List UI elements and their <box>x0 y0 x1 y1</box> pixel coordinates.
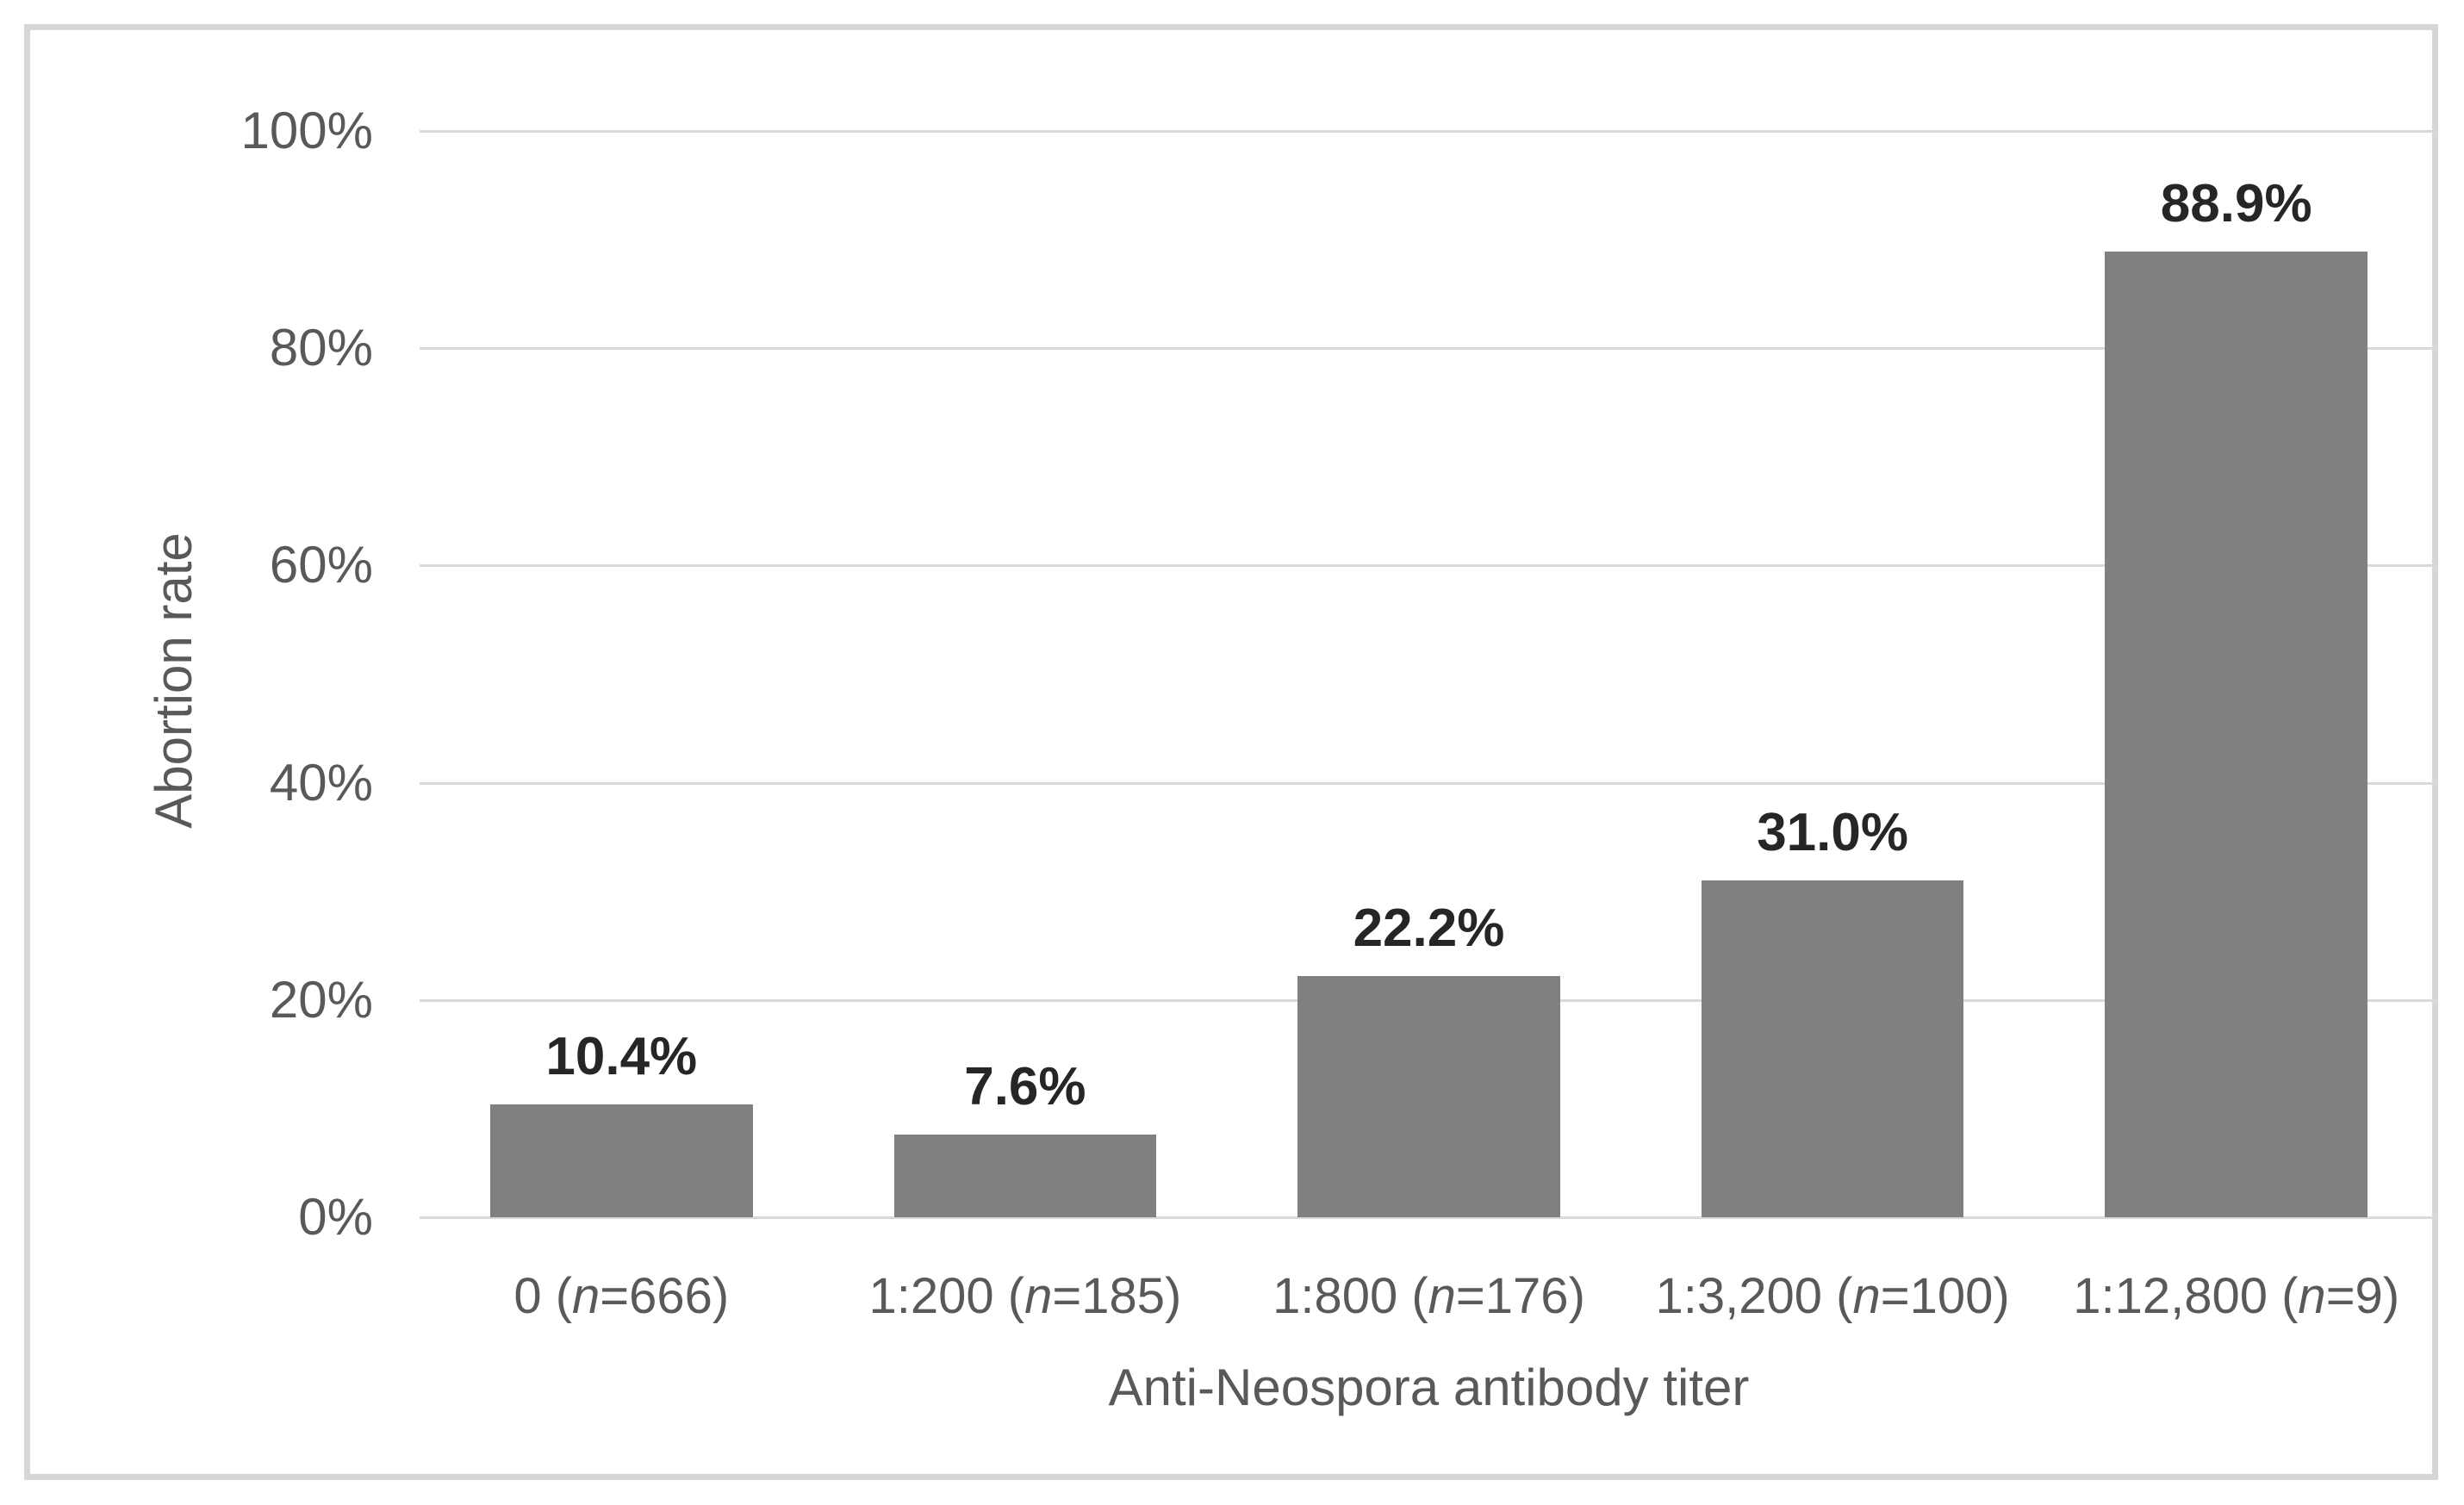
gridline <box>420 347 2438 351</box>
x-axis-ticks: 0 (n=666) 1:200 (n=185) 1:800 (n=176) 1:3,2… <box>420 1264 2438 1333</box>
italic-n: n <box>572 1268 600 1324</box>
bar <box>1297 976 1560 1217</box>
x-tick-label: 1:800 (n=176) <box>1272 1268 1585 1324</box>
bar-value-label: 7.6% <box>964 1057 1086 1117</box>
plot-area: 10.4% 7.6% 22.2% 31.0% 88.9% <box>420 130 2438 1219</box>
bar <box>893 1135 1157 1217</box>
chart-frame: Abortion rate 0% 20% 40% 60% 80% 100% 10.4% 7.… <box>24 24 2438 1480</box>
category-slot: 31.0% <box>1631 131 2035 1217</box>
italic-n: n <box>2298 1268 2326 1324</box>
y-tick-label: 80% <box>269 319 373 377</box>
y-tick-label: 0% <box>298 1188 373 1246</box>
x-axis-baseline <box>420 1216 2438 1219</box>
italic-n: n <box>1428 1268 1456 1324</box>
bar-value-label: 22.2% <box>1353 899 1505 959</box>
x-tick-label: 1:3,200 (n=100) <box>1655 1268 2010 1324</box>
italic-n: n <box>1024 1268 1053 1324</box>
x-tick-label: 0 (n=666) <box>513 1268 730 1324</box>
category-slot: 10.4% <box>420 131 824 1217</box>
bar <box>490 1104 753 1217</box>
bar <box>1701 880 1964 1217</box>
bar-value-label: 31.0% <box>1757 803 1908 863</box>
y-tick-label: 40% <box>269 753 373 812</box>
x-axis-title: Anti-Neospora antibody titer <box>1108 1359 1750 1416</box>
y-axis-ticks: 0% 20% 40% 60% 80% 100% <box>30 103 373 1245</box>
category-slot: 22.2% <box>1227 131 1631 1217</box>
category-slot: 88.9% <box>2034 131 2438 1217</box>
bar-value-label: 88.9% <box>2160 173 2312 233</box>
x-tick-label: 1:200 (n=185) <box>868 1268 1182 1324</box>
italic-n: n <box>1852 1268 1881 1324</box>
y-tick-label: 100% <box>240 102 373 159</box>
gridline <box>420 130 2438 133</box>
y-tick-label: 20% <box>269 970 373 1029</box>
gridline <box>420 781 2438 785</box>
y-tick-label: 60% <box>269 536 373 594</box>
gridline <box>420 564 2438 568</box>
bar-value-label: 10.4% <box>545 1026 698 1086</box>
category-slot: 7.6% <box>824 131 1228 1217</box>
bar <box>2105 251 2368 1217</box>
x-tick-label: 1:12,800 (n=9) <box>2073 1268 2400 1324</box>
